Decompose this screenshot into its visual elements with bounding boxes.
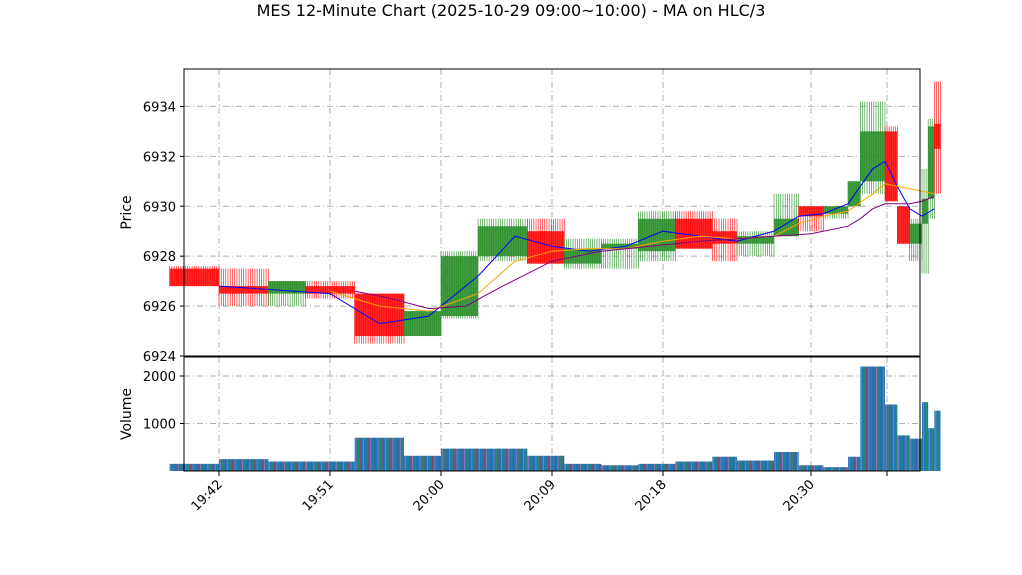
moving-average-line	[329, 183, 935, 312]
candle-body	[847, 181, 861, 207]
volume-bar	[219, 459, 269, 471]
volume-bar	[798, 465, 824, 471]
candle-body	[601, 243, 639, 249]
volume-bar	[169, 463, 219, 471]
volume-bar	[354, 437, 404, 471]
volume-bar	[921, 402, 929, 471]
moving-average-line	[218, 160, 935, 325]
moving-average-line	[354, 195, 935, 310]
x-tick-label: 19:51	[300, 477, 337, 514]
price-axis-label: Price	[119, 195, 135, 229]
volume-bar	[934, 410, 941, 471]
x-tick-label: 20:00	[411, 477, 448, 514]
volume-bar	[823, 467, 848, 471]
candle-body	[305, 286, 355, 294]
volume-tick-label: 1000	[143, 418, 176, 433]
volume-grid	[184, 357, 920, 471]
candle-body	[477, 226, 528, 257]
price-tick-label: 6930	[143, 200, 176, 215]
candle-body	[928, 126, 935, 199]
candle-body	[638, 218, 676, 252]
candle-body	[219, 286, 269, 294]
candle-body	[823, 206, 848, 214]
x-tick-label: 20:09	[522, 477, 559, 514]
chart-title: MES 12-Minute Chart (2025-10-29 09:00~10…	[256, 1, 766, 20]
candle-body	[909, 223, 922, 244]
price-panel-frame	[183, 68, 921, 357]
candle-body	[403, 311, 441, 337]
candle-body	[934, 123, 941, 149]
moving-average-lines	[218, 160, 935, 325]
volume-bar	[305, 461, 355, 471]
price-tick-label: 6934	[143, 100, 176, 115]
price-tick-label: 6926	[143, 300, 176, 315]
volume-bar	[928, 428, 935, 471]
candle-body	[860, 131, 885, 182]
volume-bars	[169, 366, 941, 471]
x-tick-label: 20:30	[781, 477, 818, 514]
candle-body	[773, 218, 799, 237]
price-tick-label: 6924	[143, 350, 176, 365]
candle-body	[798, 206, 824, 217]
x-tick-label: 20:18	[633, 477, 670, 514]
candle-body	[921, 198, 929, 224]
candle-body	[736, 236, 774, 244]
candle-body	[169, 268, 219, 287]
price-tick-label: 6932	[143, 150, 176, 165]
candle-body	[897, 206, 910, 244]
volume-axis-label: Volume	[119, 388, 135, 440]
volume-bar	[860, 366, 885, 471]
volume-tick-label: 2000	[143, 370, 176, 385]
x-tick-label: 19:42	[189, 477, 226, 514]
price-candles	[169, 81, 941, 344]
price-tick-label: 6928	[143, 250, 176, 265]
volume-bar	[477, 448, 528, 471]
candle-body	[564, 248, 602, 264]
candle-body	[884, 131, 898, 202]
